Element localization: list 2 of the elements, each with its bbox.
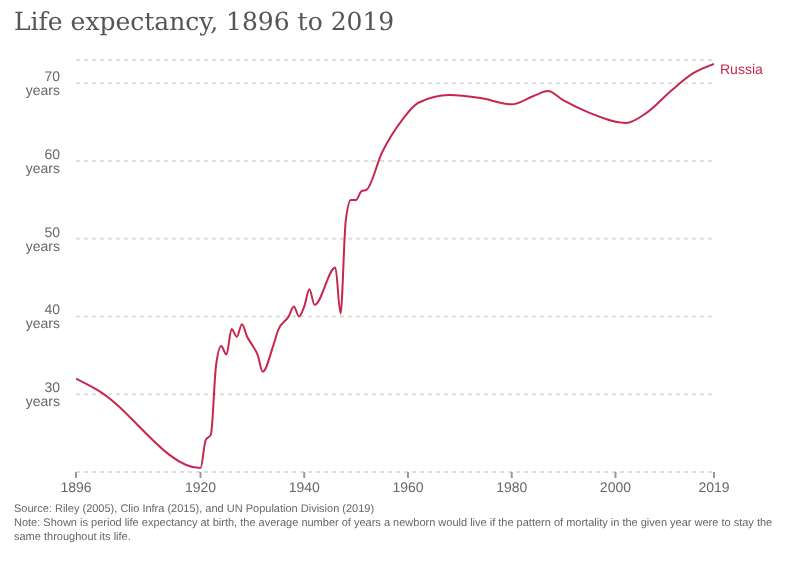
chart-title: Life expectancy, 1896 to 2019 — [14, 6, 395, 36]
line-series — [76, 62, 714, 470]
